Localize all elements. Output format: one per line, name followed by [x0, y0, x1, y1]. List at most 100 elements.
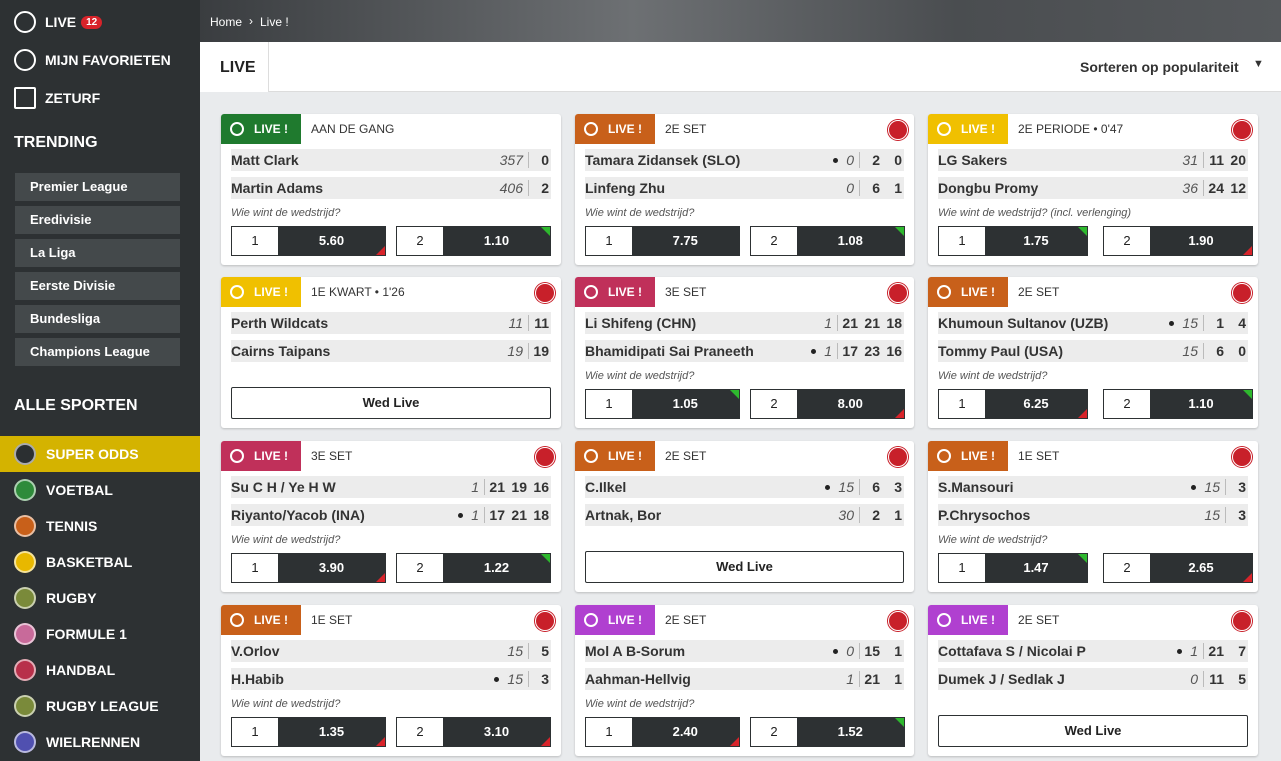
event-card[interactable]: LIVE ! 1E SET V.Orlov 15 5 H.Habib 15 3 Wie wint…: [221, 605, 561, 756]
odds-label: 1: [586, 227, 632, 255]
score: 7: [1238, 643, 1246, 659]
trending-item[interactable]: Premier League: [15, 173, 180, 201]
sport-item[interactable]: SUPER ODDS: [0, 436, 200, 472]
period: 3E SET: [311, 449, 353, 463]
period: AAN DE GANG: [311, 122, 395, 136]
trending-item[interactable]: Eerste Divisie: [15, 272, 180, 300]
odds-button[interactable]: 1 6.25: [938, 389, 1088, 419]
event-card[interactable]: LIVE ! 2E SET C.Ilkel 15 6 3 Artnak, Bor 30 2 1 We…: [575, 441, 914, 592]
top-link-label: ZETURF: [45, 90, 101, 106]
player-name: Bhamidipati Sai Praneeth: [585, 343, 754, 359]
score: 36: [1182, 180, 1204, 196]
top-link[interactable]: MIJN FAVORIETEN: [14, 48, 171, 72]
sport-item[interactable]: WIELRENNEN: [0, 724, 200, 760]
score: 1: [824, 343, 838, 359]
sport-item[interactable]: HANDBAL: [0, 652, 200, 688]
sidebar: LIVE 12 MIJN FAVORIETEN ZETURF TRENDING Premi…: [0, 0, 200, 761]
sort[interactable]: Sorteren op populariteit: [1080, 59, 1239, 75]
odds-button[interactable]: 1 1.35: [231, 717, 386, 747]
player-name: Tommy Paul (USA): [938, 343, 1063, 359]
crumb-live[interactable]: Live !: [260, 15, 289, 29]
odds-button[interactable]: 2 1.10: [396, 226, 551, 256]
odds-button[interactable]: 1 1.05: [585, 389, 740, 419]
status-icon: [937, 449, 951, 463]
sport-icon: [14, 479, 36, 501]
bet-live-button[interactable]: Wed Live: [585, 551, 904, 583]
sport-label: WIELRENNEN: [46, 734, 141, 750]
question: Wie wint de wedstrijd?: [938, 534, 1048, 546]
sort-caret: ▼: [1253, 58, 1264, 70]
event-card[interactable]: LIVE ! 2E SET Tamara Zidansek (SLO) 0 2 0 Linf…: [575, 114, 914, 265]
odds-label: 2: [397, 554, 443, 582]
sport-item[interactable]: BASKETBAL: [0, 544, 200, 580]
status-label: LIVE !: [254, 449, 289, 463]
player-name: Aahman-Hellvig: [585, 671, 691, 687]
event-card[interactable]: LIVE ! 2E SET Cottafava S / Nicolai P 1 21 7 D…: [928, 605, 1258, 756]
player-name: Cottafava S / Nicolai P: [938, 643, 1086, 659]
status-label: LIVE !: [961, 449, 996, 463]
odds-label: 1: [586, 390, 632, 418]
odds-button[interactable]: 2 1.08: [750, 226, 905, 256]
player-row: Cottafava S / Nicolai P 1 21 7: [938, 640, 1248, 662]
score: 15: [507, 643, 529, 659]
odds-button[interactable]: 2 2.65: [1103, 553, 1253, 583]
trending-item[interactable]: Bundesliga: [15, 305, 180, 333]
odds-button[interactable]: 1 3.90: [231, 553, 386, 583]
event-card[interactable]: LIVE ! 2E SET Khumoun Sultanov (UZB) 15 1 4 To…: [928, 277, 1258, 428]
player-name: Riyanto/Yacob (INA): [231, 507, 365, 523]
event-card[interactable]: LIVE ! 3E SET Li Shifeng (CHN) 1 21 21 18 Bhami…: [575, 277, 914, 428]
question: Wie wint de wedstrijd?: [231, 207, 341, 219]
event-card[interactable]: LIVE ! 1E SET S.Mansouri 15 3 P.Chrysochos 15 3…: [928, 441, 1258, 592]
odds-button[interactable]: 2 1.22: [396, 553, 551, 583]
score: 1: [471, 507, 485, 523]
sport-item[interactable]: RUGBY: [0, 580, 200, 616]
odds-button[interactable]: 2 1.90: [1103, 226, 1253, 256]
period: 2E SET: [665, 613, 707, 627]
sport-item[interactable]: TENNIS: [0, 508, 200, 544]
odds-label: 2: [397, 227, 443, 255]
player-row: Cairns Taipans 19 19: [231, 340, 551, 362]
sport-item[interactable]: RUGBY LEAGUE: [0, 688, 200, 724]
event-card[interactable]: LIVE ! 1E KWART • 1'26 Perth Wildcats 11 11 C…: [221, 277, 561, 428]
status-label: LIVE !: [608, 285, 643, 299]
odds-button[interactable]: 1 7.75: [585, 226, 740, 256]
status-icon: [230, 449, 244, 463]
event-card[interactable]: LIVE ! 2E SET Mol A B-Sorum 0 15 1 Aahman-Hell…: [575, 605, 914, 756]
odds-button[interactable]: 2 8.00: [750, 389, 905, 419]
odds-button[interactable]: 1 5.60: [231, 226, 386, 256]
trend-down: [541, 737, 550, 746]
odds-button[interactable]: 1 1.75: [938, 226, 1088, 256]
bet-live-button[interactable]: Wed Live: [231, 387, 551, 419]
period: 1E SET: [311, 613, 353, 627]
odds-label: 1: [586, 718, 632, 746]
odds-button[interactable]: 2 1.52: [750, 717, 905, 747]
sport-label: FORMULE 1: [46, 626, 127, 642]
event-card[interactable]: LIVE ! 2E PERIODE • 0'47 LG Sakers 31 11 20 Do…: [928, 114, 1258, 265]
sport-item[interactable]: VOETBAL: [0, 472, 200, 508]
trending-item[interactable]: Champions League: [15, 338, 180, 366]
tab-label: LIVE: [220, 59, 256, 76]
tab[interactable]: LIVE: [200, 42, 268, 92]
odds-button[interactable]: 2 1.10: [1103, 389, 1253, 419]
top-link[interactable]: LIVE 12: [14, 10, 103, 34]
top-link-label: MIJN FAVORIETEN: [45, 52, 171, 68]
trending-item[interactable]: La Liga: [15, 239, 180, 267]
score: 1: [846, 671, 860, 687]
odds-value: 3.10: [443, 718, 550, 746]
status-label: LIVE !: [608, 122, 643, 136]
score: 20: [1230, 152, 1246, 168]
crumb-home[interactable]: Home: [210, 15, 243, 29]
odds-button[interactable]: 1 2.40: [585, 717, 740, 747]
odds-button[interactable]: 2 3.10: [396, 717, 551, 747]
odds-button[interactable]: 1 1.47: [938, 553, 1088, 583]
top-link[interactable]: ZETURF: [14, 86, 100, 110]
event-card[interactable]: LIVE ! 3E SET Su C H / Ye H W 1 21 19 16 Riyant…: [221, 441, 561, 592]
event-card[interactable]: LIVE ! AAN DE GANG Matt Clark 357 0 Martin Ad…: [221, 114, 561, 265]
trending-item[interactable]: Eredivisie: [15, 206, 180, 234]
super-out-logo: [535, 611, 555, 631]
bet-live-button[interactable]: Wed Live: [938, 715, 1248, 747]
status-label: LIVE !: [608, 613, 643, 627]
sport-icon: [14, 731, 36, 753]
sport-item[interactable]: FORMULE 1: [0, 616, 200, 652]
score: 3: [894, 479, 902, 495]
